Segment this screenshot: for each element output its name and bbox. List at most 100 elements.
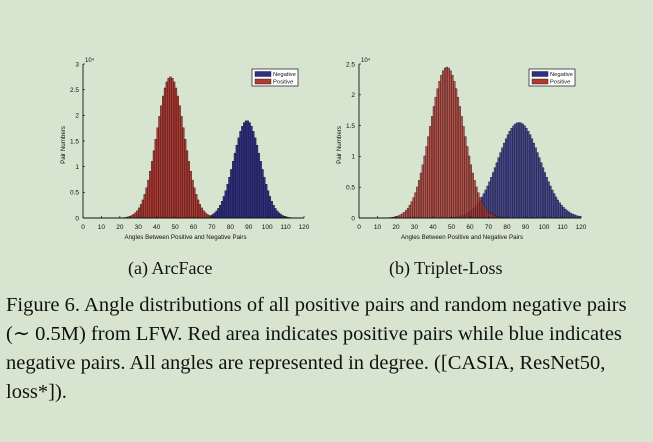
- subcaption-arcface: (a) ArcFace: [128, 258, 213, 278]
- bar-negative: [259, 161, 262, 219]
- y-tick-label: 0: [75, 215, 79, 222]
- bar-negative: [547, 181, 550, 219]
- bar-negative: [268, 196, 272, 219]
- bar-positive: [443, 67, 447, 219]
- x-tick-label: 0: [357, 224, 361, 231]
- bar-negative: [276, 210, 279, 219]
- bar-negative: [246, 120, 249, 219]
- bar-negative: [571, 213, 574, 219]
- bar-positive: [154, 139, 157, 219]
- bar-positive: [471, 172, 474, 219]
- bar-negative: [551, 189, 554, 219]
- bar-negative: [545, 177, 548, 219]
- bar-positive: [149, 171, 152, 219]
- bar-positive: [134, 212, 137, 219]
- plot-triplet-loss: 0 10 20 30 40 50 60 70 80 90 100 110 120 0 0.5 1 1.5 2 2.5…: [336, 57, 587, 241]
- bar-negative: [519, 122, 522, 219]
- bar-negative: [564, 208, 567, 219]
- bar-negative: [556, 199, 559, 219]
- x-tick-label: 80: [503, 224, 511, 231]
- bar-negative: [272, 204, 275, 219]
- bar-positive: [412, 197, 415, 219]
- bar-negative: [252, 131, 255, 219]
- bar-positive: [171, 77, 174, 219]
- x-tick-label: 110: [557, 224, 568, 231]
- bar-positive: [473, 180, 476, 219]
- x-tick-label: 20: [392, 224, 400, 231]
- bar-negative: [549, 185, 552, 219]
- y-tick-label: 2: [351, 92, 355, 99]
- bar-negative: [255, 144, 259, 219]
- bar-positive: [447, 67, 450, 219]
- y-tick-label: 1.5: [346, 123, 355, 130]
- bar-negative: [493, 167, 497, 219]
- x-tick-label: 10: [374, 224, 382, 231]
- bar-negative: [532, 142, 535, 219]
- x-tick-label: 60: [466, 224, 474, 231]
- bar-negative: [514, 123, 517, 219]
- y-tick-label: 1: [75, 164, 79, 171]
- bar-positive: [206, 214, 209, 219]
- x-tick-label: 70: [208, 224, 216, 231]
- series-positive: [121, 76, 220, 219]
- bar-negative: [263, 176, 266, 219]
- bar-positive: [492, 214, 495, 219]
- y-axis-label: Pair Numbers: [60, 126, 67, 164]
- bar-negative: [233, 152, 237, 219]
- bar-positive: [147, 179, 150, 219]
- x-tick-label: 30: [411, 224, 419, 231]
- bar-positive: [440, 75, 443, 219]
- bar-positive: [425, 146, 428, 219]
- bar-positive: [405, 210, 408, 219]
- y-tick-label: 0: [351, 215, 355, 222]
- bar-positive: [152, 150, 155, 219]
- bar-positive: [174, 87, 178, 219]
- bar-positive: [408, 205, 411, 219]
- bar-positive: [430, 116, 434, 219]
- bar-positive: [176, 95, 179, 219]
- bar-negative: [506, 134, 510, 219]
- bar-positive: [482, 205, 485, 219]
- x-tick-label: 10: [98, 224, 106, 231]
- plot-arcface: 0 10 20 30 40 50 60 70 80 90 100 110 120 0 0.5 1 1.5 2 2.5…: [60, 57, 310, 241]
- x-tick-label: 80: [227, 224, 235, 231]
- bar-negative: [553, 193, 556, 219]
- bar-negative: [512, 125, 515, 219]
- bar-negative: [540, 162, 543, 219]
- bar-positive: [162, 95, 165, 219]
- bar-negative: [497, 157, 500, 219]
- bar-positive: [460, 116, 463, 219]
- legend-label-negative: Negative: [550, 72, 573, 78]
- bar-negative: [219, 204, 222, 219]
- bar-positive: [432, 106, 436, 219]
- y-tick-label: 0.5: [346, 185, 355, 192]
- bar-negative: [215, 210, 218, 219]
- bar-positive: [406, 207, 410, 219]
- bar-positive: [475, 186, 478, 219]
- bar-positive: [195, 194, 198, 219]
- bar-positive: [204, 212, 207, 219]
- bar-positive: [198, 204, 202, 219]
- y-multiplier: 10⁴: [361, 57, 371, 64]
- bar-positive: [185, 150, 189, 219]
- bar-positive: [189, 171, 192, 219]
- bar-positive: [165, 81, 168, 219]
- series-negative: [200, 120, 294, 219]
- bar-positive: [139, 204, 143, 219]
- bar-negative: [232, 161, 235, 219]
- series-positive: [386, 66, 508, 219]
- legend-label-positive: Positive: [273, 80, 293, 86]
- bar-negative: [226, 184, 229, 219]
- bar-positive: [200, 207, 203, 219]
- legend-swatch-negative: [531, 71, 549, 77]
- legend-label-negative: Negative: [273, 72, 296, 78]
- bar-negative: [243, 122, 246, 219]
- bar-negative: [516, 122, 519, 219]
- bar-positive: [141, 199, 144, 219]
- y-tick-label: 1.5: [70, 138, 79, 145]
- bar-positive: [469, 164, 473, 219]
- x-tick-label: 110: [280, 224, 291, 231]
- bar-negative: [530, 138, 534, 219]
- bar-positive: [455, 88, 458, 219]
